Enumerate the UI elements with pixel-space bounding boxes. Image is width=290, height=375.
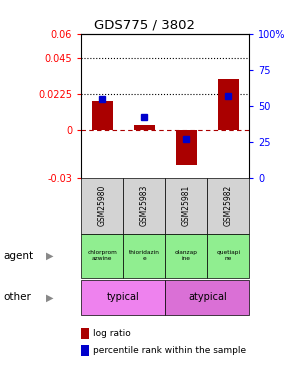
Text: typical: typical xyxy=(107,292,139,302)
Text: percentile rank within the sample: percentile rank within the sample xyxy=(93,346,246,355)
Text: log ratio: log ratio xyxy=(93,329,130,338)
Bar xyxy=(134,125,155,130)
Text: GSM25980: GSM25980 xyxy=(98,185,107,226)
Text: ▶: ▶ xyxy=(46,251,53,261)
Bar xyxy=(218,78,239,130)
Bar xyxy=(81,280,165,315)
Bar xyxy=(165,280,249,315)
Bar xyxy=(123,234,165,278)
Bar xyxy=(81,234,123,278)
Text: GDS775 / 3802: GDS775 / 3802 xyxy=(95,19,195,32)
Bar xyxy=(207,234,249,278)
Bar xyxy=(207,178,249,234)
Text: thioridazin
e: thioridazin e xyxy=(129,251,160,261)
Text: ▶: ▶ xyxy=(46,292,53,302)
Text: GSM25982: GSM25982 xyxy=(224,185,233,226)
Bar xyxy=(165,178,207,234)
Bar xyxy=(176,130,197,165)
Bar xyxy=(165,234,207,278)
Bar xyxy=(92,101,113,130)
Text: GSM25981: GSM25981 xyxy=(182,185,191,226)
Text: GSM25983: GSM25983 xyxy=(140,185,149,226)
Bar xyxy=(81,178,123,234)
Text: other: other xyxy=(3,292,31,302)
Text: chlorprom
azwine: chlorprom azwine xyxy=(87,251,117,261)
Text: olanzap
ine: olanzap ine xyxy=(175,251,198,261)
Text: quetiapi
ne: quetiapi ne xyxy=(216,251,240,261)
Text: agent: agent xyxy=(3,251,33,261)
Bar xyxy=(123,178,165,234)
Text: atypical: atypical xyxy=(188,292,227,302)
